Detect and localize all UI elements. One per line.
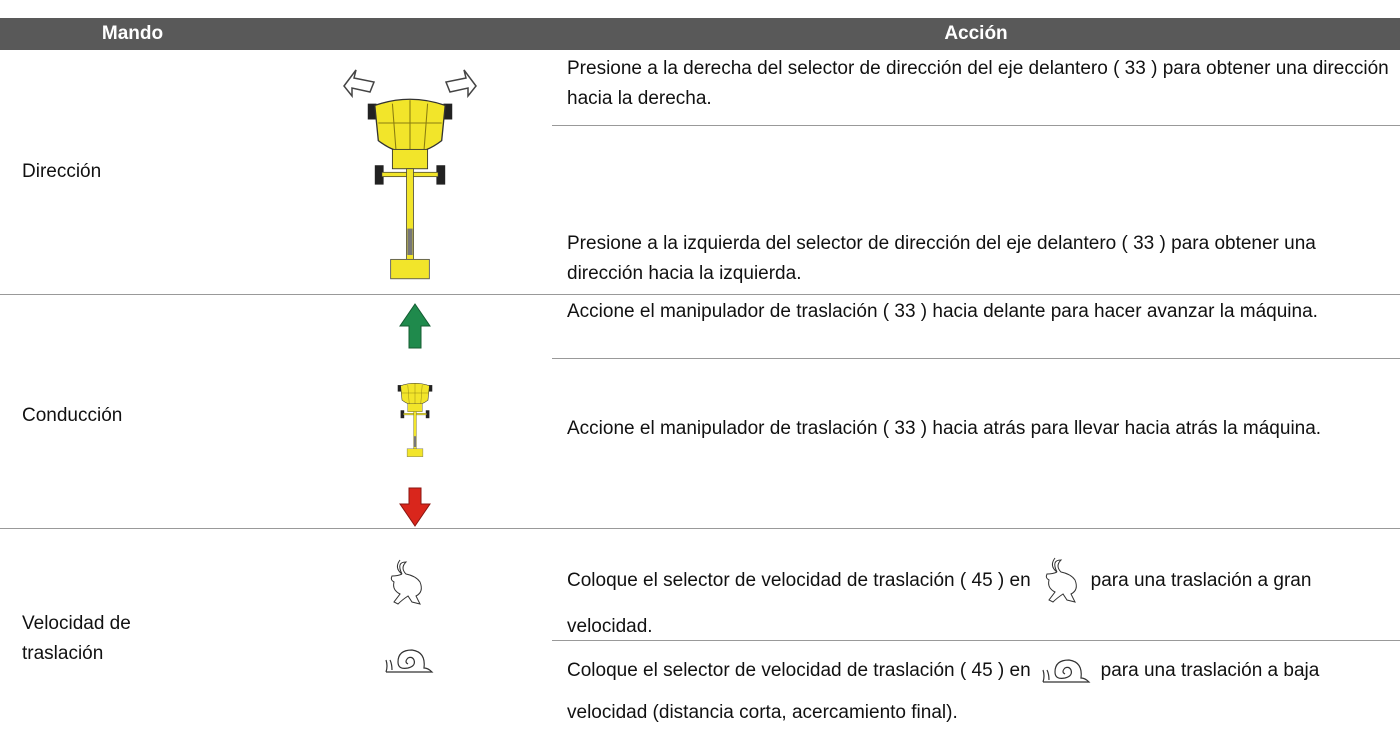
column-header: Mando	[101, 23, 164, 44]
action-text: Presione a la derecha del selector de di…	[567, 58, 1389, 109]
table-header: Mando Acción	[0, 18, 1400, 50]
steering-illustration	[343, 69, 477, 280]
column-header: Acción	[944, 23, 1008, 44]
action-text: Accione el manipulador de traslación ( 3…	[567, 301, 1318, 322]
divider	[552, 125, 1400, 126]
action-text: Coloque el selector de velocidad de tras…	[567, 556, 1397, 648]
action-text-part: para una traslación a gran velocidad.	[567, 570, 1312, 637]
row-label: Velocidad de traslación	[22, 613, 131, 664]
action-text-part: Coloque el selector de velocidad de tras…	[567, 570, 1031, 592]
action-text: Presione a la izquierda del selector de …	[567, 233, 1316, 284]
drive-illustration	[397, 303, 433, 527]
action-text: Accione el manipulador de traslación ( 3…	[567, 418, 1322, 439]
row-label: Dirección	[22, 161, 102, 182]
divider	[552, 640, 1400, 641]
divider	[0, 528, 1400, 529]
divider	[0, 294, 1400, 295]
snail-icon	[1042, 659, 1090, 683]
action-text: Coloque el selector de velocidad de tras…	[567, 650, 1397, 734]
row-label: Conducción	[22, 405, 123, 426]
action-text-part: para una traslación a baja velocidad (di…	[567, 660, 1320, 723]
snail-icon	[385, 649, 433, 673]
rabbit-icon	[1045, 557, 1077, 603]
action-text-part: Coloque el selector de velocidad de tras…	[567, 660, 1031, 681]
rabbit-icon	[390, 559, 422, 605]
divider	[552, 358, 1400, 359]
